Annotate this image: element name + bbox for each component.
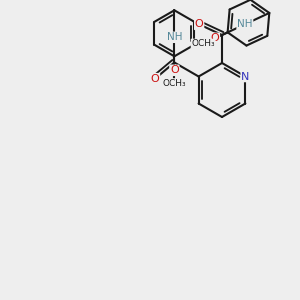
Text: O: O [151, 74, 159, 84]
Text: OCH₃: OCH₃ [191, 39, 215, 48]
Text: NH: NH [167, 32, 182, 42]
Text: O: O [195, 20, 203, 29]
Text: N: N [241, 71, 250, 82]
Text: O: O [211, 33, 219, 43]
Text: OCH₃: OCH₃ [163, 79, 186, 88]
Text: O: O [170, 65, 179, 75]
Text: NH: NH [237, 20, 253, 29]
